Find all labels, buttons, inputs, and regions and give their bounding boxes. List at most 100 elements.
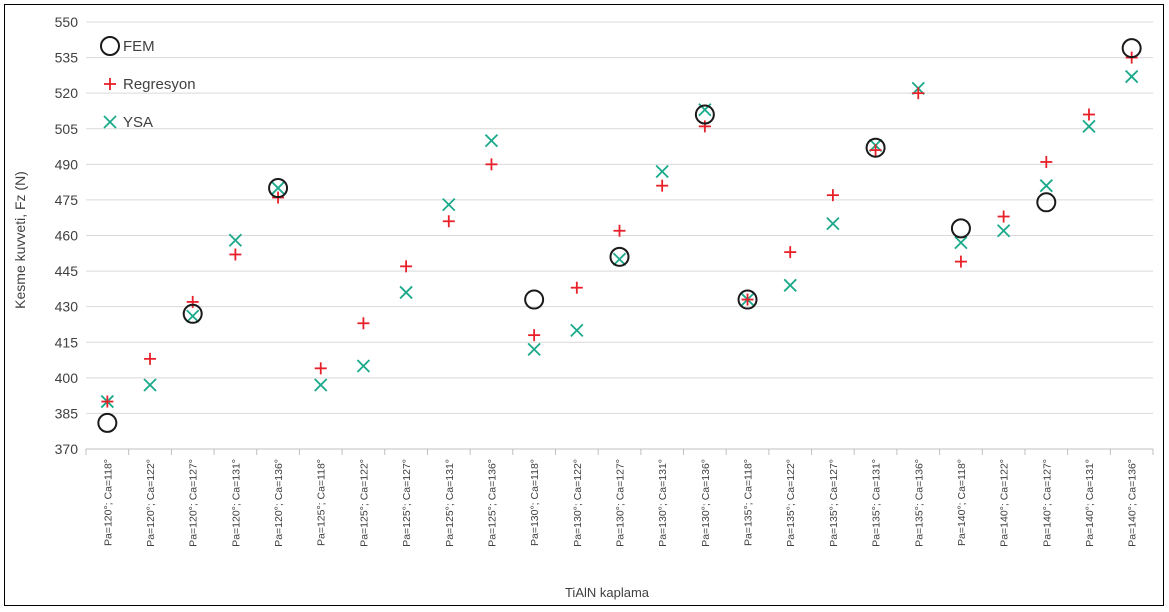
y-tick-labels: 370 385 400 415 430 445 460 475 490 505 520 535 550 bbox=[55, 14, 79, 457]
marker-stroke bbox=[954, 235, 968, 250]
regresyon-point bbox=[1082, 108, 1095, 121]
legend: FEM Regresyon YSA bbox=[100, 36, 196, 131]
x-axis-label: TiAlN kaplama bbox=[565, 585, 650, 600]
regresyon-point bbox=[784, 246, 797, 259]
fem-point bbox=[950, 218, 971, 239]
ysa-point bbox=[314, 378, 328, 392]
marker-stroke bbox=[103, 115, 117, 129]
x-tick-label: Pa=120°; Ca=118° bbox=[102, 459, 114, 546]
y-tick-label: 550 bbox=[55, 14, 79, 30]
fem-point bbox=[737, 289, 758, 310]
marker-stroke bbox=[228, 233, 243, 247]
regresyon-point bbox=[101, 395, 114, 408]
fem-point bbox=[1121, 38, 1142, 59]
marker-stroke bbox=[186, 309, 200, 323]
x-tick-label: Pa=130°; Ca=122° bbox=[572, 459, 584, 547]
regresyon-point bbox=[869, 144, 882, 157]
marker-stroke bbox=[271, 181, 285, 195]
y-tick-label: 370 bbox=[55, 441, 79, 457]
y-axis-label: Kesme kuvveti, Fz (N) bbox=[12, 171, 28, 309]
marker-stroke bbox=[143, 378, 157, 392]
ysa-point bbox=[143, 378, 157, 392]
legend-entry-regresyon: Regresyon bbox=[104, 76, 196, 93]
regresyon-point bbox=[314, 362, 327, 375]
regresyon-point bbox=[826, 189, 839, 202]
regresyon-point bbox=[656, 179, 669, 192]
y-tick-label: 445 bbox=[55, 263, 79, 279]
regresyon-point bbox=[357, 317, 370, 330]
ysa-point bbox=[1039, 179, 1053, 193]
legend-label-fem: FEM bbox=[123, 38, 155, 55]
fem-point bbox=[182, 303, 203, 324]
y-tick-label: 475 bbox=[55, 192, 79, 208]
y-tick-label: 520 bbox=[55, 85, 79, 101]
ysa-point bbox=[954, 235, 968, 250]
legend-entry-fem: FEM bbox=[100, 36, 155, 56]
x-tick-label: Pa=120°; Ca=127° bbox=[188, 459, 200, 547]
data-points bbox=[97, 38, 1142, 433]
regresyon-point bbox=[485, 158, 498, 171]
x-tick-label: Pa=130°; Ca=131° bbox=[657, 459, 669, 547]
ysa-point bbox=[996, 224, 1011, 238]
x-tick-label: Pa=125°; Ca=136° bbox=[486, 459, 498, 547]
y-tick-label: 385 bbox=[55, 405, 79, 421]
x-tick-label: Pa=120°; Ca=131° bbox=[230, 459, 242, 547]
fem-point bbox=[97, 412, 118, 433]
y-tick-label: 460 bbox=[55, 228, 79, 244]
regresyon-point bbox=[741, 293, 754, 306]
ysa-point bbox=[612, 252, 627, 266]
ysa-point bbox=[826, 217, 840, 231]
regresyon-point bbox=[613, 224, 626, 237]
ysa-point bbox=[186, 309, 200, 323]
x-tick-label: Pa=125°; Ca=122° bbox=[358, 459, 370, 547]
x-tick-label: Pa=140°; Ca=122° bbox=[999, 459, 1011, 547]
marker-stroke bbox=[1039, 179, 1053, 193]
marker-stroke bbox=[399, 285, 413, 300]
y-tick-label: 490 bbox=[55, 156, 79, 172]
legend-marker-regresyon bbox=[104, 78, 116, 90]
legend-entry-ysa: YSA bbox=[103, 114, 153, 131]
ysa-point bbox=[271, 181, 285, 195]
regresyon-point bbox=[1040, 155, 1053, 168]
legend-label-regresyon: Regresyon bbox=[123, 76, 196, 93]
x-tick-label: Pa=125°; Ca=131° bbox=[444, 459, 456, 547]
x-tick-label: Pa=125°; Ca=118° bbox=[316, 459, 328, 546]
marker-stroke bbox=[484, 133, 499, 148]
marker-stroke bbox=[527, 342, 541, 357]
ysa-point bbox=[399, 285, 413, 300]
marker-stroke bbox=[996, 224, 1011, 238]
x-tick-label: Pa=130°; Ca=136° bbox=[700, 459, 712, 547]
marker-stroke bbox=[442, 198, 456, 212]
x-tick-label: Pa=135°; Ca=118° bbox=[743, 459, 755, 546]
x-tick-label: Pa=120°; Ca=122° bbox=[145, 459, 157, 547]
marker-stroke bbox=[783, 278, 797, 292]
regresyon-point bbox=[997, 210, 1010, 223]
x-tick-label: Pa=135°; Ca=131° bbox=[871, 459, 883, 547]
ysa-point bbox=[484, 133, 499, 148]
x-tick-label: Pa=135°; Ca=127° bbox=[828, 459, 840, 547]
regresyon-point bbox=[954, 255, 967, 268]
y-tick-label: 400 bbox=[55, 370, 79, 386]
y-tick-label: 505 bbox=[55, 121, 79, 137]
regresyon-point bbox=[229, 248, 242, 261]
legend-marker-ysa bbox=[103, 115, 117, 129]
ysa-point bbox=[1125, 69, 1139, 84]
x-tick-label: Pa=125°; Ca=127° bbox=[401, 459, 413, 547]
regresyon-point bbox=[186, 295, 199, 308]
legend-marker-fem bbox=[100, 36, 120, 56]
regresyon-point bbox=[528, 329, 541, 342]
marker-stroke bbox=[826, 217, 840, 231]
x-tick-label: Pa=130°; Ca=118° bbox=[529, 459, 541, 546]
fem-point bbox=[609, 246, 630, 267]
marker-stroke bbox=[1125, 69, 1139, 84]
regresyon-point bbox=[442, 215, 455, 228]
marker-stroke bbox=[356, 359, 371, 373]
marker-stroke bbox=[314, 378, 328, 392]
fem-point bbox=[1036, 192, 1057, 213]
y-tick-label: 535 bbox=[55, 50, 79, 66]
chart-svg: 370385400415430445460475490505520535550 … bbox=[12, 14, 1154, 600]
x-tick-label: Pa=120°; Ca=136° bbox=[273, 459, 285, 547]
marker-stroke bbox=[1082, 119, 1096, 134]
x-tick-label: Pa=135°; Ca=136° bbox=[913, 459, 925, 547]
marker-stroke bbox=[612, 252, 627, 266]
